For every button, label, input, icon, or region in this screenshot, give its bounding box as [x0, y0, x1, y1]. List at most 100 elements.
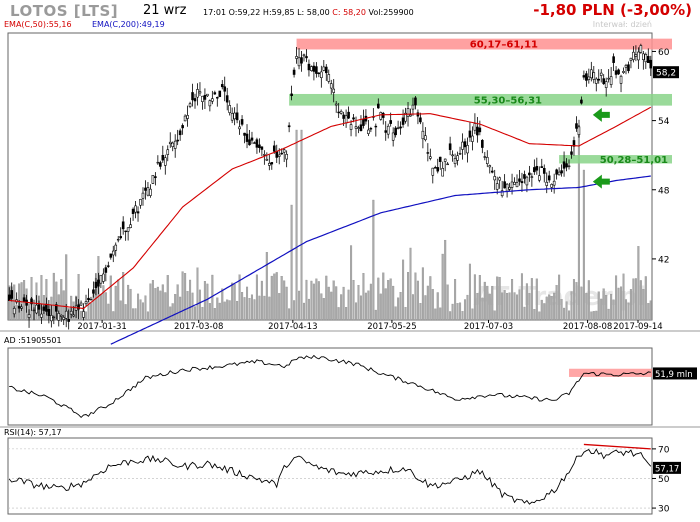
candle-body — [357, 127, 360, 129]
volume-bar — [320, 293, 323, 321]
volume-bar — [481, 297, 484, 321]
x-tick-label: 2017-03-08 — [174, 322, 223, 332]
volume-bar — [533, 309, 536, 321]
candle-body — [151, 174, 155, 184]
candle-body — [146, 187, 150, 196]
rsi-line — [8, 448, 652, 505]
volume-bar — [312, 283, 315, 321]
y-tick-label: 48 — [658, 186, 670, 196]
volume-bar — [565, 301, 568, 321]
volume-bar — [322, 298, 325, 321]
volume-bar — [384, 288, 387, 321]
volume-bar — [498, 277, 501, 321]
rsi-tick-label: 50 — [658, 475, 670, 485]
volume-bar — [468, 263, 471, 321]
candle-body — [159, 162, 162, 167]
candle-body — [295, 56, 298, 59]
volume-bar — [508, 292, 511, 321]
volume-bar — [189, 279, 192, 321]
volume-bar — [315, 278, 318, 321]
candle-body — [520, 181, 524, 184]
candle-body — [614, 70, 618, 75]
volume-bar — [511, 279, 514, 321]
volume-bar — [374, 309, 377, 321]
volume-bar — [436, 292, 439, 321]
volume-bar — [466, 294, 469, 321]
candle-body — [272, 145, 276, 152]
x-tick-label: 2017-05-25 — [367, 322, 416, 332]
volume-bar — [416, 280, 419, 321]
volume-bar — [184, 273, 187, 321]
volume-bar — [156, 286, 159, 321]
volume-bar — [459, 302, 462, 321]
candle-body — [342, 114, 345, 119]
volume-bar — [473, 274, 476, 321]
volume-bar — [402, 259, 405, 321]
volume-bar — [132, 308, 135, 321]
panel-frame — [7, 437, 653, 515]
volume-bars — [8, 119, 652, 321]
candle-body — [369, 128, 373, 130]
candle-body — [235, 112, 239, 121]
candle-body — [263, 154, 266, 156]
volume-bar — [109, 275, 112, 321]
candle-body — [597, 78, 601, 81]
volume-bar — [169, 306, 172, 321]
volume-bar — [181, 271, 184, 321]
volume-bar — [545, 296, 548, 321]
candle-body — [119, 236, 122, 239]
candle-body — [634, 54, 638, 57]
ohlc-stats: 17:01 O:59,22 H:59,85 L: 58,00 C: 58,20 … — [203, 8, 414, 17]
volume-bar — [233, 284, 236, 321]
volume-bar — [382, 272, 385, 321]
volume-bar — [535, 278, 538, 321]
volume-bar — [615, 275, 618, 321]
volume-bar — [486, 285, 489, 321]
candle-body — [50, 315, 53, 322]
candle-body — [542, 168, 546, 174]
x-tick-label: 2017-09-14 — [613, 322, 662, 332]
volume-bar — [387, 280, 390, 321]
volume-bar — [372, 199, 375, 321]
volume-bar — [179, 296, 182, 321]
candle-body — [473, 123, 477, 131]
candle-body — [528, 172, 531, 176]
panel-frame — [7, 32, 653, 321]
candle-body — [139, 199, 142, 206]
candle-body — [82, 311, 85, 318]
volume-bar — [196, 267, 199, 321]
x-tick-label: 2017-01-31 — [77, 322, 126, 332]
candle-body — [612, 56, 615, 63]
candle-body — [329, 83, 333, 89]
candle-body — [547, 175, 551, 181]
volume-bar — [283, 280, 286, 321]
candle-body — [307, 63, 311, 71]
candle-body — [463, 141, 467, 148]
candle-body — [99, 274, 103, 284]
volume-bar — [80, 310, 83, 321]
candle-body — [245, 133, 249, 142]
volume-bar — [612, 299, 615, 321]
candle-body — [555, 169, 558, 175]
candle-body — [280, 152, 283, 155]
candle-body — [354, 126, 358, 129]
candle-body — [518, 178, 521, 182]
legend-rsi: RSI(14): 57,17 — [4, 428, 62, 437]
candle-body — [552, 180, 556, 186]
candle-body — [401, 117, 405, 125]
volume-bar — [587, 280, 590, 321]
candle-body — [253, 142, 256, 144]
candle-body — [352, 117, 355, 120]
candle-body — [394, 127, 397, 136]
candle-body — [508, 186, 511, 190]
volume-bar — [414, 272, 417, 321]
volume-bar — [488, 293, 491, 321]
volume-bar — [253, 299, 256, 321]
volume-bar — [208, 303, 211, 321]
volume-bar — [52, 272, 55, 321]
x-tick-label: 2017-07-03 — [464, 322, 513, 332]
volume-bar — [624, 299, 628, 321]
volume-bar — [347, 289, 350, 321]
candle-body — [243, 132, 246, 136]
candle-body — [535, 165, 539, 171]
